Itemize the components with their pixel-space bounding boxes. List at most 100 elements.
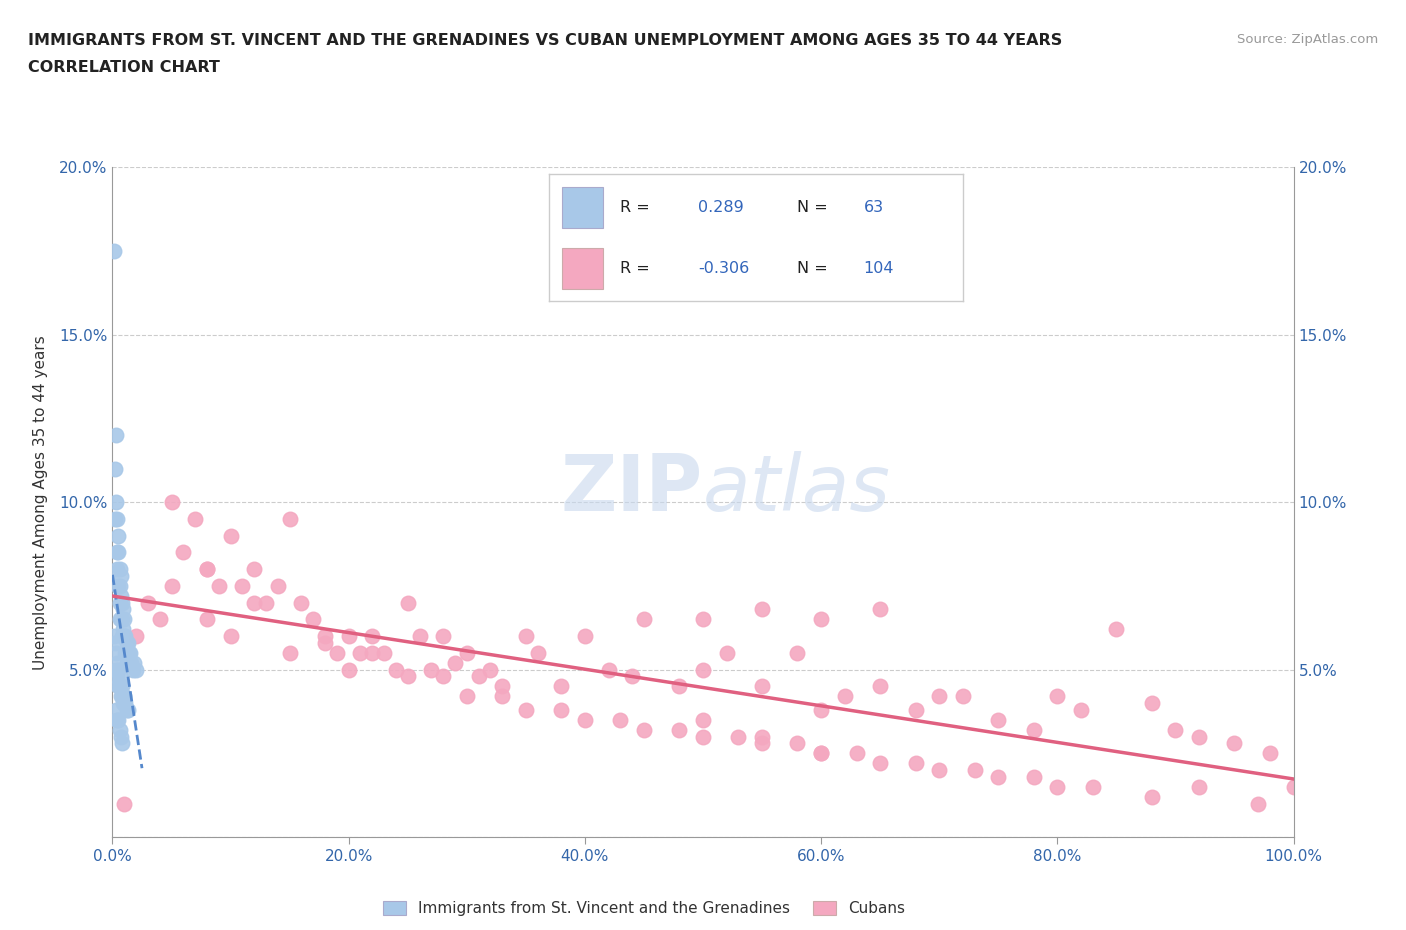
Point [111,612,134,627]
Point [963,763,986,777]
Point [845,746,868,761]
Point [479,662,502,677]
Point [952,689,974,704]
Point [337,662,360,677]
Point [432,669,454,684]
Point [727,729,749,744]
Point [121,662,143,677]
Point [105,545,128,560]
Point [105,712,128,727]
Point [904,756,927,771]
Point [1046,689,1069,704]
Point [117,635,139,650]
Point [515,702,537,717]
Point [278,645,301,660]
Point [1140,696,1163,711]
Point [105,562,128,577]
Point [1022,723,1045,737]
Point [361,645,384,660]
Point [243,595,266,610]
Point [110,679,132,694]
Point [107,528,129,543]
Point [105,662,128,677]
Point [125,662,148,677]
Point [120,645,142,660]
Point [105,495,128,510]
Point [243,562,266,577]
Point [1223,736,1246,751]
Point [195,612,218,627]
Point [108,723,131,737]
Point [110,612,132,627]
Point [1247,796,1270,811]
Point [373,645,395,660]
Point [111,595,134,610]
Point [314,635,336,650]
Point [692,662,714,677]
Point [1188,779,1211,794]
Point [219,629,242,644]
Point [396,669,419,684]
Point [751,602,773,617]
Point [112,696,135,711]
Point [105,702,128,717]
Point [420,662,443,677]
Point [117,702,139,717]
Point [692,729,714,744]
Point [110,568,132,583]
Point [107,712,129,727]
Point [987,769,1010,784]
Point [302,612,325,627]
Point [231,578,253,593]
Point [160,495,183,510]
Point [810,612,832,627]
Point [904,702,927,717]
Point [456,689,478,704]
Point [326,645,349,660]
Point [609,712,631,727]
Point [110,589,132,604]
Point [125,629,148,644]
Point [115,635,138,650]
Point [108,578,131,593]
Point [105,428,128,443]
Point [107,545,129,560]
Point [810,746,832,761]
Point [361,629,384,644]
Point [172,545,194,560]
Point [114,696,136,711]
Point [105,656,128,671]
Point [114,629,136,644]
Point [751,679,773,694]
Point [195,562,218,577]
Point [491,689,513,704]
Point [115,702,138,717]
Point [349,645,371,660]
Point [1046,779,1069,794]
Point [786,645,808,660]
Point [115,656,138,671]
Point [108,669,131,684]
Point [834,689,856,704]
Text: IMMIGRANTS FROM ST. VINCENT AND THE GRENADINES VS CUBAN UNEMPLOYMENT AMONG AGES : IMMIGRANTS FROM ST. VINCENT AND THE GREN… [28,33,1063,47]
Point [120,656,142,671]
Point [103,244,125,259]
Point [928,689,950,704]
Point [114,645,136,660]
Point [112,796,135,811]
Point [112,629,135,644]
Point [105,645,128,660]
Point [1081,779,1104,794]
Point [254,595,277,610]
Point [122,656,145,671]
Point [467,669,489,684]
Point [385,662,408,677]
Point [515,629,537,644]
Point [104,635,127,650]
Point [633,612,655,627]
Point [107,578,129,593]
Point [111,679,134,694]
Point [810,702,832,717]
Point [1140,790,1163,804]
Text: atlas: atlas [703,451,891,526]
